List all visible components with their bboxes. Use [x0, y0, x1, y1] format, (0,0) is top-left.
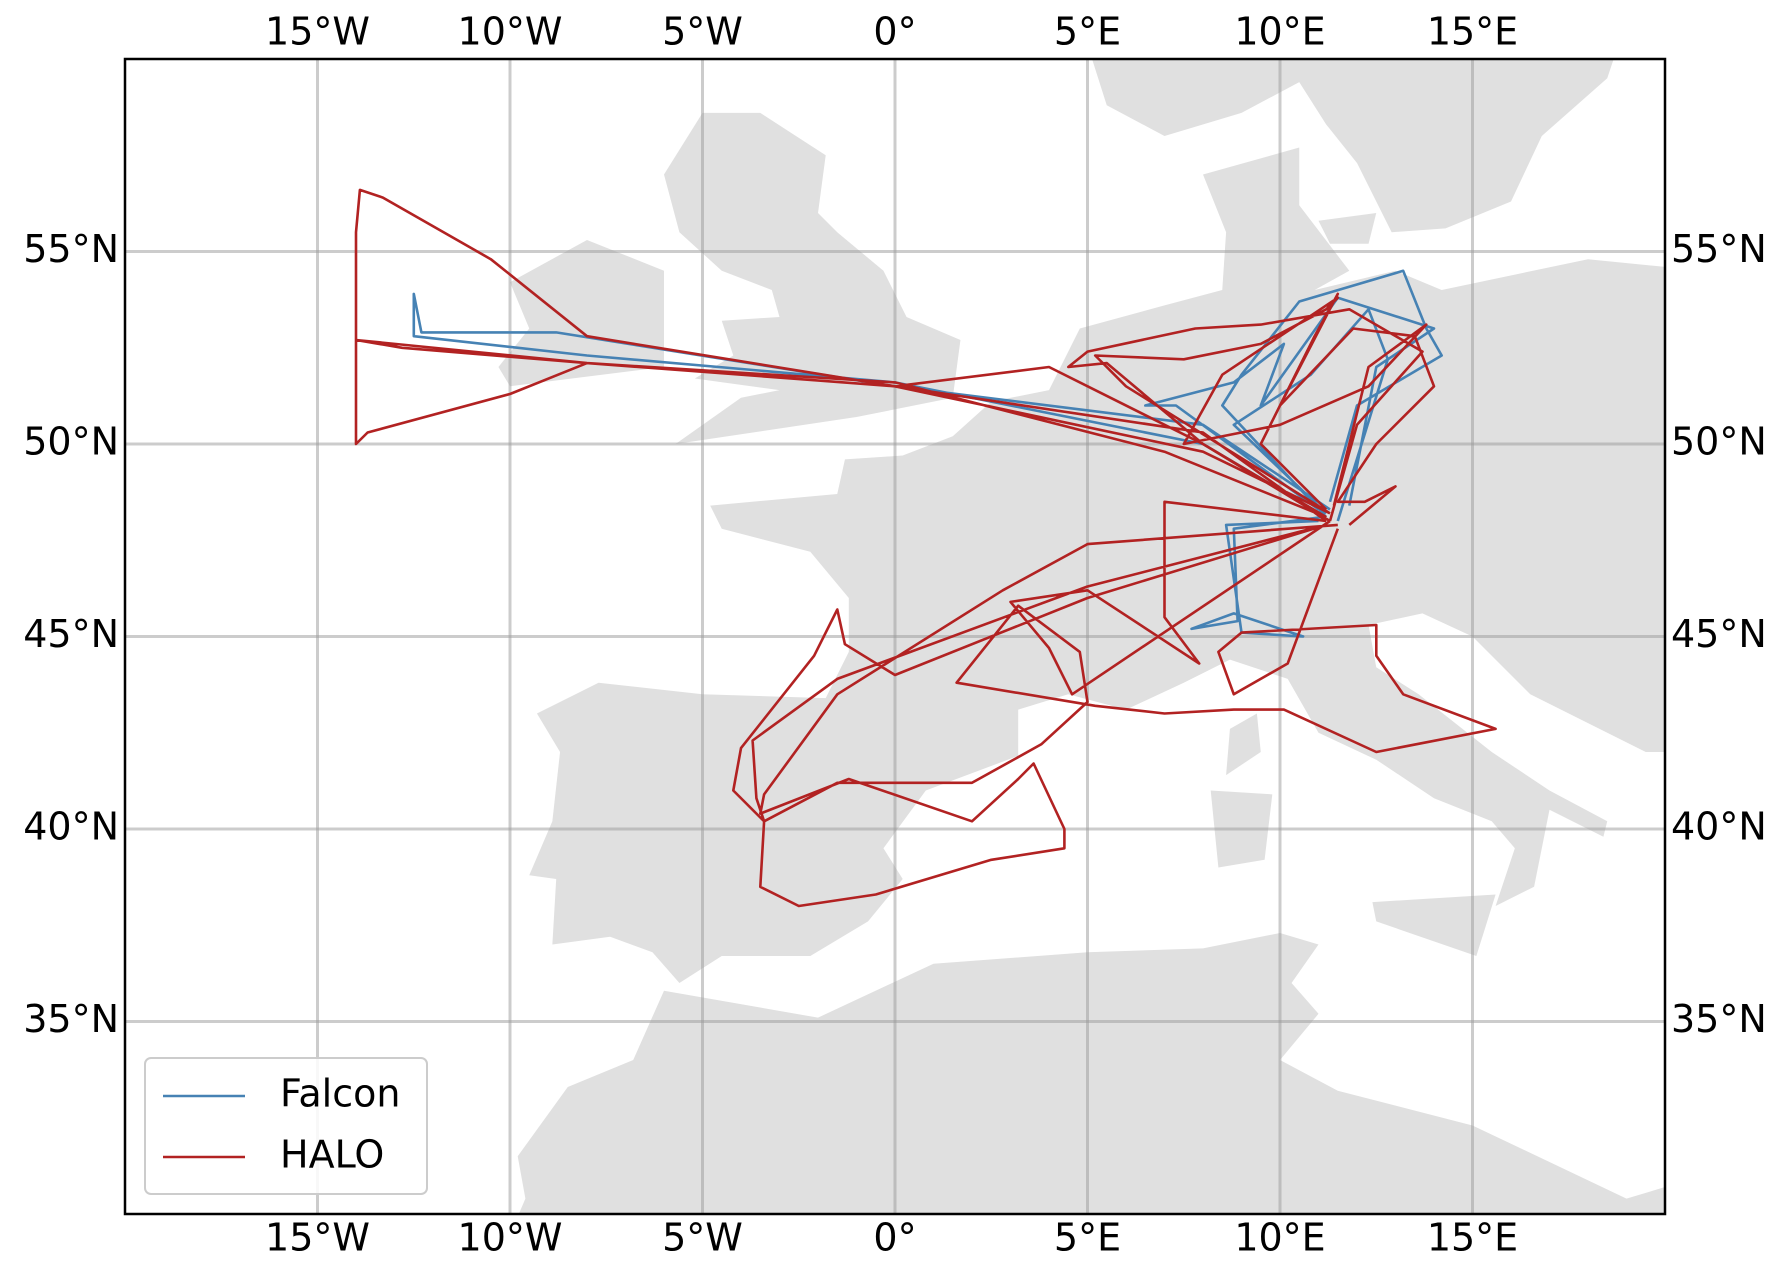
y-tick-label-right: 40°N	[1671, 805, 1767, 849]
y-tick-label-left: 45°N	[23, 612, 119, 656]
x-tick-label-top: 0°	[873, 10, 916, 54]
y-tick-label-right: 50°N	[1671, 420, 1767, 464]
x-tick-label-bottom: 15°W	[265, 1216, 370, 1260]
legend-label: HALO	[280, 1133, 384, 1177]
tracks	[354, 188, 1497, 908]
y-tick-label-right: 45°N	[1671, 612, 1767, 656]
plot-frame	[123, 57, 1667, 1216]
flight-track	[412, 269, 1443, 638]
y-tick-label-right: 35°N	[1671, 997, 1767, 1041]
grid	[125, 59, 1665, 1214]
x-tick-label-bottom: 0°	[873, 1216, 916, 1260]
continent	[529, 147, 1665, 983]
y-tick-label-left: 40°N	[23, 805, 119, 849]
y-tick-label-left: 55°N	[23, 227, 119, 271]
y-tick-label-left: 50°N	[23, 420, 119, 464]
x-tick-label-bottom: 5°E	[1054, 1216, 1121, 1260]
x-tick-label-top: 5°E	[1054, 10, 1121, 54]
x-tick-label-bottom: 10°E	[1234, 1216, 1325, 1260]
legend: Falcon HALO	[144, 1057, 428, 1195]
x-tick-label-top: 15°W	[265, 10, 370, 54]
great-britain	[664, 112, 961, 444]
corsica	[1226, 713, 1261, 776]
x-tick-label-top: 15°E	[1427, 10, 1518, 54]
y-tick-label-left: 35°N	[23, 997, 119, 1041]
flight-track	[354, 188, 1497, 908]
x-tick-label-bottom: 5°W	[662, 1216, 743, 1260]
x-tick-label-bottom: 15°E	[1427, 1216, 1518, 1260]
x-tick-label-top: 10°W	[458, 10, 563, 54]
x-tick-label-bottom: 10°W	[458, 1216, 563, 1260]
sicily	[1372, 894, 1496, 957]
legend-label: Falcon	[280, 1072, 400, 1116]
y-tick-label-right: 55°N	[1671, 227, 1767, 271]
zealand	[1318, 213, 1377, 244]
x-tick-label-top: 5°W	[662, 10, 743, 54]
x-tick-label-top: 10°E	[1234, 10, 1325, 54]
scandinavia	[1092, 59, 1614, 233]
legend-box	[144, 1057, 428, 1195]
north-africa	[517, 932, 1665, 1214]
